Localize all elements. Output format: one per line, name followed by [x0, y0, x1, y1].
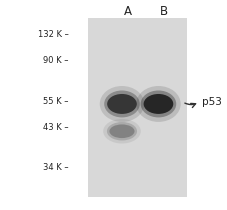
Ellipse shape [104, 91, 139, 117]
Ellipse shape [107, 94, 136, 114]
Ellipse shape [109, 124, 134, 138]
Ellipse shape [140, 91, 175, 117]
Text: 90 K –: 90 K – [43, 56, 68, 65]
Ellipse shape [103, 119, 140, 144]
Ellipse shape [136, 86, 180, 122]
Text: 132 K –: 132 K – [37, 30, 68, 39]
Text: A: A [123, 5, 131, 18]
Ellipse shape [106, 122, 136, 140]
Ellipse shape [143, 94, 173, 114]
Text: 34 K –: 34 K – [43, 164, 68, 172]
Ellipse shape [99, 86, 143, 122]
Text: 43 K –: 43 K – [43, 123, 68, 131]
Bar [87, 18, 186, 197]
Text: 55 K –: 55 K – [43, 97, 68, 106]
Text: p53: p53 [201, 97, 221, 107]
Text: B: B [159, 5, 168, 18]
